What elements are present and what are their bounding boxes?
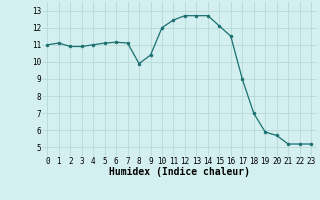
X-axis label: Humidex (Indice chaleur): Humidex (Indice chaleur) [109,167,250,177]
